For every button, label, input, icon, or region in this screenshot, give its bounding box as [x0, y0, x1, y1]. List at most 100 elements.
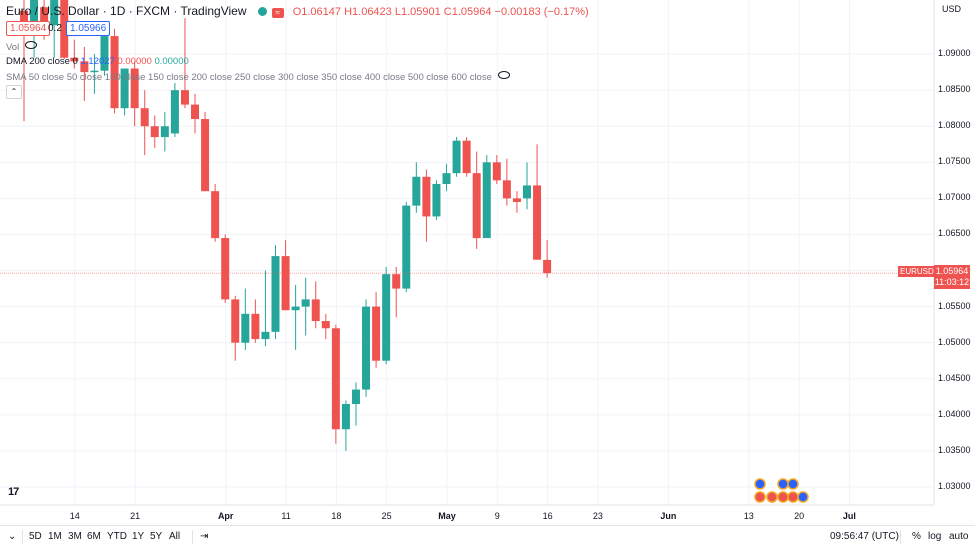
- collapse-legend-icon[interactable]: ⌃: [6, 85, 22, 99]
- candle-body: [533, 185, 542, 260]
- candle-body: [432, 183, 441, 217]
- tradingview-logo-icon[interactable]: 17: [8, 486, 19, 498]
- sell-button[interactable]: 1.05964: [6, 21, 51, 36]
- auto-button[interactable]: auto: [949, 531, 969, 542]
- candle: [50, 0, 59, 58]
- candle-body: [231, 299, 240, 343]
- candle-body: [130, 68, 139, 109]
- candle: [523, 162, 531, 210]
- buy-button[interactable]: 1.05966: [66, 21, 111, 36]
- candle: [120, 68, 129, 116]
- volume-indicator[interactable]: Vol: [6, 41, 38, 53]
- candle: [492, 155, 501, 184]
- candle-body: [241, 313, 250, 343]
- us-flag-icon[interactable]: [766, 491, 778, 503]
- candle-body: [422, 176, 431, 217]
- range-all-button[interactable]: All: [169, 531, 181, 542]
- chevron-icon[interactable]: ⌄: [8, 531, 17, 542]
- bar-countdown: 11:03:12: [934, 277, 970, 287]
- candle-body: [392, 274, 401, 289]
- candle-body: [301, 299, 310, 307]
- candle-body: [462, 140, 471, 174]
- range-5d-button[interactable]: 5D: [29, 531, 42, 542]
- candle-body: [211, 191, 220, 239]
- candle-body: [30, 0, 39, 34]
- eye-hidden-icon[interactable]: [497, 71, 510, 79]
- candle-body: [472, 173, 481, 239]
- candle: [271, 245, 280, 340]
- us-flag-icon[interactable]: [777, 491, 789, 503]
- candle: [321, 313, 330, 340]
- candle-body: [40, 7, 49, 29]
- candle-body: [201, 119, 210, 192]
- candle-body: [180, 90, 189, 105]
- candle: [60, 0, 69, 60]
- time-axis-label: 23: [592, 511, 603, 521]
- candle: [231, 295, 240, 361]
- candle: [201, 111, 210, 192]
- us-flag-icon[interactable]: [754, 491, 766, 503]
- candle-body: [70, 57, 79, 62]
- range-1m-button[interactable]: 1M: [48, 531, 62, 542]
- candle-body: [251, 313, 260, 340]
- candle-body: [351, 389, 360, 404]
- candle-body: [160, 126, 169, 138]
- event-icon[interactable]: [777, 478, 789, 490]
- candle-body: [100, 36, 109, 71]
- candle: [502, 158, 511, 206]
- dma-indicator[interactable]: DMA 200 close 0 1.12027 0.00000 0.00000: [6, 56, 189, 67]
- log-button[interactable]: log: [928, 531, 942, 542]
- percent-button[interactable]: %: [912, 531, 921, 542]
- candle-body: [271, 256, 280, 332]
- candle: [452, 137, 461, 177]
- time-axis-label: Jun: [660, 511, 677, 521]
- range-1y-button[interactable]: 1Y: [132, 531, 145, 542]
- candle: [351, 382, 360, 426]
- sma-label: SMA 50 close 50 close 100 close 150 clos…: [6, 72, 492, 83]
- candle: [442, 163, 451, 192]
- candle: [180, 18, 189, 109]
- time-axis-label: 11: [281, 511, 291, 521]
- symbol-price-tag: EURUSD: [898, 266, 936, 277]
- candle-body: [321, 321, 330, 329]
- price-axis-label: 1.09000: [938, 48, 971, 59]
- price-axis-label: 1.07500: [938, 156, 971, 167]
- time-axis-label: 25: [381, 511, 392, 521]
- candle: [90, 54, 99, 94]
- range-5y-button[interactable]: 5Y: [150, 531, 163, 542]
- price-axis-label: 1.08500: [938, 84, 971, 95]
- candle: [301, 277, 310, 336]
- range-6m-button[interactable]: 6M: [87, 531, 101, 542]
- candle: [241, 288, 250, 350]
- candle-body: [442, 173, 451, 184]
- currency-label[interactable]: USD: [941, 4, 961, 14]
- candle: [160, 111, 169, 152]
- candle-body: [150, 126, 159, 138]
- event-icon[interactable]: [787, 478, 799, 490]
- time-axis-label: 9: [494, 511, 500, 521]
- candle-body: [492, 162, 501, 181]
- clock-time[interactable]: 09:56:47 (UTC): [830, 531, 899, 542]
- range-ytd-button[interactable]: YTD: [107, 531, 127, 542]
- events-markers[interactable]: [754, 478, 809, 503]
- candle: [130, 61, 139, 127]
- sma-indicator[interactable]: SMA 50 close 50 close 100 close 150 clos…: [6, 71, 510, 83]
- last-price-tag: 1.05964 11:03:12: [934, 265, 970, 289]
- us-flag-icon[interactable]: [787, 491, 799, 503]
- candle-body: [382, 274, 391, 361]
- candle-body: [140, 108, 149, 127]
- candle: [362, 299, 371, 397]
- candle: [412, 162, 421, 213]
- event-icon[interactable]: [797, 491, 809, 503]
- candle-body: [502, 180, 511, 199]
- candle-body: [372, 306, 381, 361]
- candle-body: [90, 70, 99, 73]
- event-icon[interactable]: [754, 478, 766, 490]
- time-axis-label: 14: [69, 511, 80, 521]
- eye-hidden-icon[interactable]: [25, 41, 38, 49]
- goto-date-icon[interactable]: ⇥: [200, 531, 209, 542]
- symbol-title[interactable]: Euro / U.S. Dollar · 1D · FXCM · Trading…: [6, 4, 247, 18]
- candle-body: [311, 299, 320, 322]
- range-3m-button[interactable]: 3M: [68, 531, 82, 542]
